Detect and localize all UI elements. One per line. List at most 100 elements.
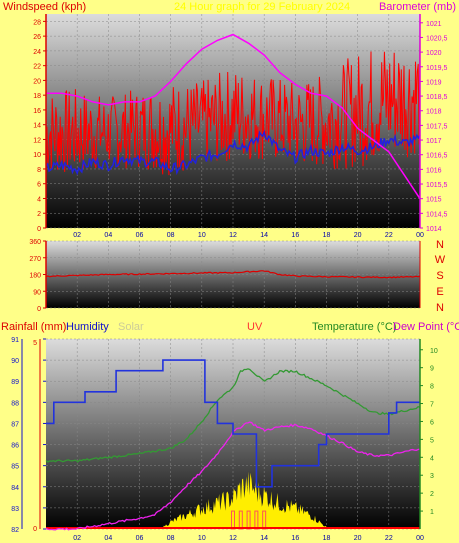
x-tick-label: 00	[416, 535, 424, 542]
x-tick-label: 06	[136, 535, 144, 542]
wind-direction-line	[45, 270, 421, 279]
direction-letter: E	[436, 286, 443, 298]
uv-axis-title: UV	[247, 321, 263, 333]
wind-series	[45, 33, 421, 200]
y-tick-label: 1016	[426, 167, 442, 174]
y-tick-label: 270	[29, 256, 41, 263]
y-tick-label: 180	[29, 273, 41, 280]
y-tick-label: 360	[29, 239, 41, 246]
x-tick-label: 08	[167, 232, 175, 239]
x-tick-label: 04	[104, 232, 112, 239]
y-tick-label: 1017,5	[426, 123, 448, 130]
rain-tick-label: 5	[33, 340, 37, 347]
y-tick-label: 0	[37, 306, 41, 313]
direction-letter: W	[435, 254, 446, 266]
y-tick-label: 1015	[426, 197, 442, 204]
conditions-series	[45, 359, 421, 531]
temperature-tick-label: 5	[430, 437, 434, 444]
humidity-tick-label: 87	[11, 421, 19, 428]
x-tick-label: 00	[416, 232, 424, 239]
temperature-tick-label: 2	[430, 491, 434, 498]
y-tick-label: 1018	[426, 109, 442, 116]
y-tick-label: 28	[33, 19, 41, 26]
y-tick-label: 1014,5	[426, 211, 448, 218]
x-tick-label: 16	[291, 535, 299, 542]
wind-average-line	[45, 129, 421, 176]
direction-letters: N W S E N	[435, 239, 446, 314]
y-tick-label: 4	[37, 196, 41, 203]
x-tick-label: 22	[385, 232, 393, 239]
y-tick-label: 20	[33, 78, 41, 85]
direction-letter: S	[436, 270, 443, 282]
x-tick-label: 12	[229, 232, 237, 239]
x-tick-label: 18	[323, 232, 331, 239]
x-tick-label: 08	[167, 535, 175, 542]
temperature-tick-label: 4	[430, 455, 434, 462]
temperature-tick-label: 10	[430, 348, 438, 355]
x-tick-label: 20	[354, 535, 362, 542]
direction-letter: N	[436, 302, 444, 314]
axes: 024681012141618202224262810141014,510151…	[11, 14, 448, 542]
solar-axis-title: Solar	[118, 321, 144, 333]
barometer-axis-title: Barometer (mb)	[379, 1, 456, 13]
y-tick-label: 24	[33, 49, 41, 56]
y-tick-label: 1020	[426, 50, 442, 57]
humidity-tick-label: 91	[11, 337, 19, 344]
x-tick-label: 22	[385, 535, 393, 542]
humidity-tick-label: 86	[11, 443, 19, 450]
dew-point-axis-title: Dew Point (°C)	[393, 321, 459, 333]
y-tick-label: 16	[33, 108, 41, 115]
y-tick-label: 1021	[426, 21, 442, 28]
x-tick-label: 14	[260, 535, 268, 542]
x-tick-label: 18	[323, 535, 331, 542]
y-tick-label: 1014	[426, 226, 442, 233]
rain-tick-label: 0	[33, 526, 37, 533]
barometer-line	[46, 33, 421, 200]
humidity-tick-label: 84	[11, 485, 19, 492]
temperature-tick-label: 1	[430, 509, 434, 516]
y-tick-label: 1017	[426, 138, 442, 145]
y-tick-label: 90	[33, 289, 41, 296]
temperature-tick-label: 9	[430, 366, 434, 373]
y-tick-label: 0	[37, 226, 41, 233]
humidity-tick-label: 88	[11, 400, 19, 407]
y-tick-label: 22	[33, 64, 41, 71]
humidity-line	[46, 359, 420, 488]
x-tick-label: 14	[260, 232, 268, 239]
y-tick-label: 2	[37, 211, 41, 218]
y-tick-label: 12	[33, 137, 41, 144]
x-tick-label: 10	[198, 232, 206, 239]
chart-center-title: 24 Hour graph for 29 February 2024	[174, 1, 350, 13]
humidity-tick-label: 82	[11, 527, 19, 534]
direction-series	[45, 270, 421, 279]
temperature-axis-title: Temperature (°C)	[312, 321, 396, 333]
temperature-line	[45, 368, 421, 463]
temperature-tick-label: 6	[430, 419, 434, 426]
y-tick-label: 1016,5	[426, 153, 448, 160]
temperature-tick-label: 8	[430, 384, 434, 391]
x-tick-label: 04	[104, 535, 112, 542]
x-tick-label: 02	[73, 535, 81, 542]
temperature-tick-label: 3	[430, 473, 434, 480]
temperature-tick-label: 7	[430, 402, 434, 409]
x-tick-label: 12	[229, 535, 237, 542]
wind-gust-line	[45, 40, 421, 176]
solar-area	[159, 471, 327, 529]
windspeed-axis-title: Windspeed (kph)	[3, 1, 86, 13]
y-tick-label: 1019	[426, 79, 442, 86]
humidity-tick-label: 83	[11, 506, 19, 513]
x-tick-label: 06	[136, 232, 144, 239]
humidity-tick-label: 90	[11, 358, 19, 365]
x-tick-label: 16	[291, 232, 299, 239]
direction-letter: N	[436, 239, 444, 251]
humidity-axis-title: Humidity	[66, 321, 109, 333]
y-tick-label: 1018,5	[426, 94, 448, 101]
x-tick-label: 10	[198, 535, 206, 542]
x-tick-label: 20	[354, 232, 362, 239]
x-tick-label: 02	[73, 232, 81, 239]
y-tick-label: 10	[33, 152, 41, 159]
y-tick-label: 8	[37, 167, 41, 174]
y-tick-label: 1020,5	[426, 35, 448, 42]
y-tick-label: 1015,5	[426, 182, 448, 189]
